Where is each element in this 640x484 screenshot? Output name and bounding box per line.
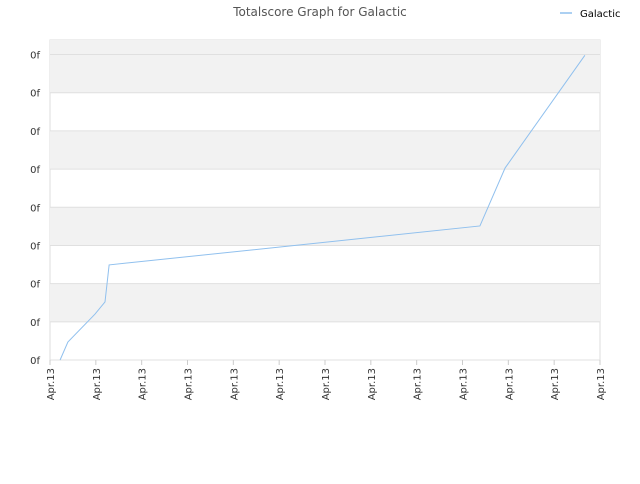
x-tick-label: Apr.13 [229,368,240,400]
x-tick-label: Apr.13 [367,368,378,400]
y-tick-label: 0f [30,241,40,252]
x-tick-label: Apr.13 [92,368,103,400]
grid-band [50,54,600,93]
y-tick-label: 0f [30,318,40,329]
y-tick-label: 0f [30,203,40,214]
y-tick-label: 0f [30,89,40,100]
x-tick-label: Apr.13 [504,368,515,400]
chart-title: Totalscore Graph for Galactic [232,5,407,19]
y-tick-label: 0f [30,356,40,367]
x-tick-label: Apr.13 [550,368,561,400]
x-tick-label: Apr.13 [46,368,57,400]
grid-band [50,283,600,322]
grid-band [50,207,600,246]
x-tick-label: Apr.13 [596,368,607,400]
x-tick-label: Apr.13 [184,368,195,400]
x-tick-label: Apr.13 [459,368,470,400]
x-tick-label: Apr.13 [275,368,286,400]
y-tick-label: 0f [30,280,40,291]
legend-label: Galactic [580,9,620,20]
x-tick-label: Apr.13 [321,368,332,400]
y-tick-label: 0f [30,127,40,138]
x-tick-label: Apr.13 [138,368,149,400]
y-tick-label: 0f [30,165,40,176]
y-tick-label: 0f [30,51,40,62]
series-line [59,54,586,361]
grid-band [50,40,600,55]
x-tick-label: Apr.13 [413,368,424,400]
